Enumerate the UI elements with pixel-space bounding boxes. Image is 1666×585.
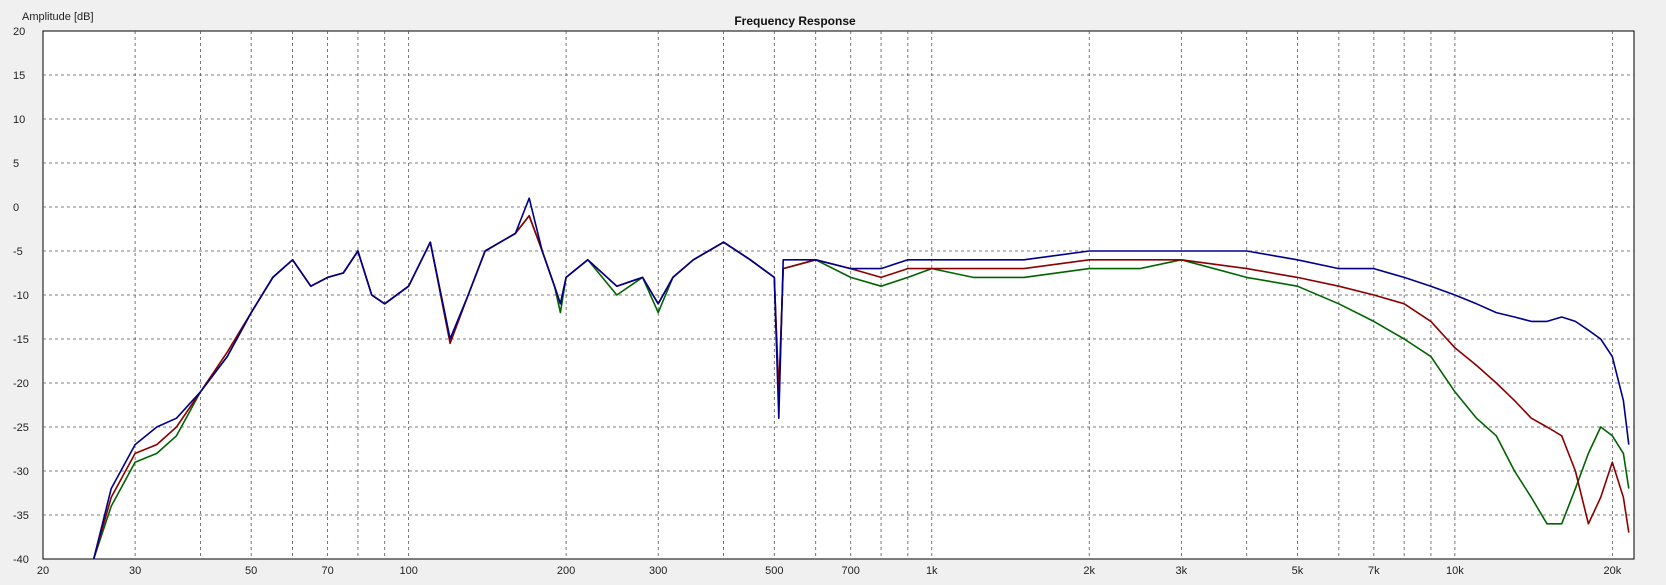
y-tick-label: -25 xyxy=(13,422,29,434)
x-tick-label: 30 xyxy=(129,565,141,577)
y-axis-ticks: 20 15 10 5 0 -5 -10 -15 -20 -25 -30 -35 -40 xyxy=(13,26,29,566)
x-tick-label: 100 xyxy=(399,565,417,577)
y-axis-label: Amplitude [dB] xyxy=(22,11,94,23)
x-tick-label: 20k xyxy=(1603,565,1621,577)
series-line-3 xyxy=(92,197,1630,560)
y-tick-label: -35 xyxy=(13,510,29,522)
y-tick-label: 5 xyxy=(13,158,19,170)
x-tick-label: 300 xyxy=(649,565,667,577)
x-tick-label: 5k xyxy=(1292,565,1304,577)
y-tick-label: -30 xyxy=(13,466,29,478)
y-tick-label: -40 xyxy=(13,554,29,566)
y-tick-label: 0 xyxy=(13,202,19,214)
chart-title: Frequency Response xyxy=(734,14,856,28)
x-tick-label: 200 xyxy=(557,565,575,577)
x-tick-label: 2k xyxy=(1083,565,1095,577)
x-tick-label: 20 xyxy=(37,565,49,577)
y-tick-label: -20 xyxy=(13,378,29,390)
y-tick-label: -10 xyxy=(13,290,29,302)
x-tick-label: 7k xyxy=(1368,565,1380,577)
y-tick-label: 20 xyxy=(13,26,25,38)
y-tick-label: -15 xyxy=(13,334,29,346)
x-tick-label: 700 xyxy=(842,565,860,577)
x-tick-label: 500 xyxy=(765,565,783,577)
x-tick-label: 10k xyxy=(1446,565,1464,577)
y-tick-label: -5 xyxy=(13,246,23,258)
x-tick-label: 50 xyxy=(245,565,257,577)
y-tick-label: 15 xyxy=(13,70,25,82)
x-tick-label: 70 xyxy=(321,565,333,577)
series-layer xyxy=(92,197,1630,560)
x-axis-ticks: 20 30 50 70 100 200 300 500 700 1k 2k 3k 5k 7k 10k 20k xyxy=(37,565,1622,577)
x-tick-label: 3k xyxy=(1176,565,1188,577)
y-tick-label: 10 xyxy=(13,114,25,126)
grid xyxy=(43,31,1634,559)
x-tick-label: 1k xyxy=(926,565,938,577)
